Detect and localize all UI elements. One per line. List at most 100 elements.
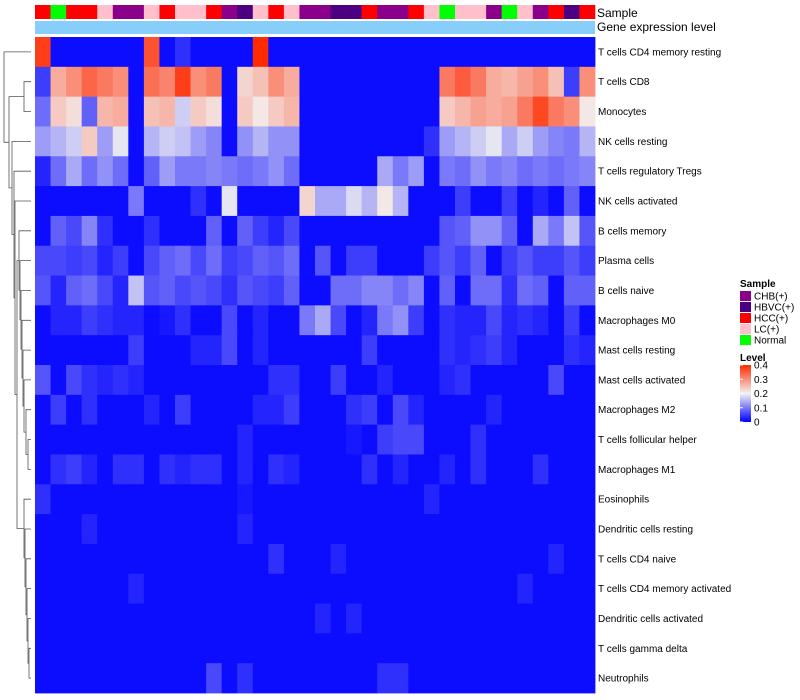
heatmap-cell [346, 156, 363, 187]
heatmap-cell [159, 96, 176, 127]
sample-annotation-label: Sample [597, 6, 638, 20]
heatmap-cell [50, 394, 67, 426]
heatmap-cell [423, 96, 440, 127]
row-label: Macrophages M0 [598, 316, 676, 327]
heatmap-cell [221, 66, 238, 98]
heatmap-cell [392, 305, 409, 336]
heatmap-cell [66, 275, 83, 306]
heatmap-cell [206, 543, 223, 575]
heatmap-cell [408, 37, 425, 68]
heatmap-cell [439, 484, 456, 515]
heatmap-cell [81, 514, 98, 545]
heatmap-cell [283, 424, 300, 455]
heatmap-cell [252, 633, 269, 664]
heatmap-cell [268, 335, 285, 366]
heatmap-cell [315, 633, 331, 664]
heatmap-cell [299, 66, 316, 98]
heatmap-cell [532, 37, 549, 68]
heatmap-cell [470, 305, 487, 336]
gene-expression-bar [35, 21, 595, 34]
heatmap-cell [112, 126, 129, 157]
heatmap-cell [221, 156, 238, 187]
heatmap-cell [517, 394, 534, 426]
heatmap-cell [112, 37, 129, 68]
heatmap-cell [143, 186, 160, 217]
heatmap-cell [237, 484, 254, 515]
heatmap-cell [35, 573, 51, 604]
heatmap-cell [532, 424, 549, 455]
sample-annotation-cell [221, 5, 238, 19]
heatmap-cell [501, 156, 518, 187]
heatmap-cell [392, 484, 409, 515]
heatmap-cell [175, 394, 191, 426]
heatmap-cell [283, 215, 300, 247]
heatmap-cell [66, 37, 83, 68]
heatmap-cell [439, 275, 456, 306]
row-label: Dendritic cells resting [598, 525, 693, 536]
heatmap-cell [237, 454, 254, 485]
heatmap-cell [237, 245, 254, 276]
heatmap-cell [159, 365, 176, 396]
sample-legend-swatch [740, 335, 751, 345]
heatmap-cell [221, 37, 238, 68]
heatmap-cell [470, 126, 487, 157]
heatmap-cell [439, 514, 456, 545]
row-label: Monocytes [598, 107, 646, 118]
heatmap-cell [190, 484, 207, 515]
heatmap-cell [268, 424, 285, 455]
heatmap-cell [299, 573, 316, 604]
heatmap-cell [268, 394, 285, 426]
heatmap-cell [548, 215, 565, 247]
heatmap-cell [268, 305, 285, 336]
heatmap-cell [190, 275, 207, 306]
sample-legend-label: CHB(+) [754, 292, 788, 303]
heatmap-cell [268, 37, 285, 68]
heatmap-cell [50, 424, 67, 455]
heatmap-cell [190, 365, 207, 396]
heatmap-cell [377, 394, 394, 426]
heatmap-cell [283, 245, 300, 276]
heatmap-cell [532, 603, 549, 634]
heatmap-cell [548, 424, 565, 455]
heatmap-cell [455, 215, 471, 247]
sample-annotation-track [35, 5, 596, 19]
heatmap-cell [439, 573, 456, 604]
heatmap-cell [237, 663, 254, 694]
heatmap-cell [548, 454, 565, 485]
heatmap-cell [252, 245, 269, 276]
heatmap-cell [346, 663, 363, 694]
heatmap-cell [81, 215, 98, 247]
heatmap-cell [330, 275, 347, 306]
heatmap-cell [66, 245, 83, 276]
sample-annotation-cell [501, 5, 518, 19]
heatmap-cell [252, 275, 269, 306]
heatmap-cell [501, 424, 518, 455]
heatmap-cell [330, 245, 347, 276]
heatmap-cell [81, 454, 98, 485]
heatmap-cell [392, 245, 409, 276]
heatmap-cell [35, 543, 51, 575]
sample-annotation-cell [330, 5, 347, 19]
heatmap-cell [35, 335, 51, 366]
heatmap-cell [346, 245, 363, 276]
heatmap-cell [470, 365, 487, 396]
heatmap-cell [423, 394, 440, 426]
heatmap-cell [81, 335, 98, 366]
heatmap-cell [330, 96, 347, 127]
heatmap-cell [423, 365, 440, 396]
heatmap-cell [517, 514, 534, 545]
heatmap-cell [35, 245, 51, 276]
heatmap-cell [159, 514, 176, 545]
heatmap-cell [175, 514, 191, 545]
sample-annotation-cell [377, 5, 394, 19]
heatmap-cell [377, 543, 394, 575]
heatmap-cell [237, 96, 254, 127]
heatmap-cell [128, 365, 145, 396]
heatmap-cell [128, 633, 145, 664]
heatmap-cell [299, 96, 316, 127]
heatmap-cell [315, 215, 331, 247]
heatmap-cell [268, 96, 285, 127]
heatmap-cell [175, 156, 191, 187]
heatmap-cell [221, 275, 238, 306]
heatmap-cell [283, 186, 300, 217]
